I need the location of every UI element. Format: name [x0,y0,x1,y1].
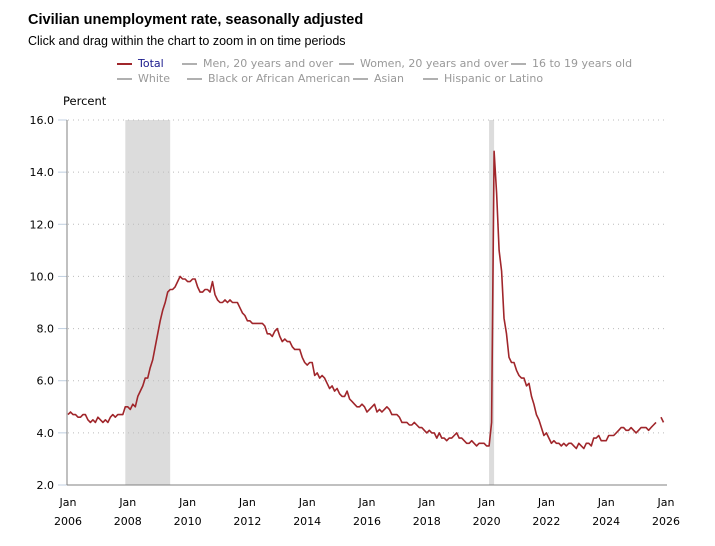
y-tick-label: 10.0 [30,270,55,283]
x-tick-year: 2016 [353,515,381,528]
legend-row-1: Total Men, 20 years and over Women, 20 y… [117,57,677,72]
legend-line-icon [423,77,438,80]
y-tick-label: 8.0 [37,323,55,336]
recession-band [125,120,171,485]
legend-item-asian[interactable]: Asian [353,72,404,85]
legend-line-icon [353,77,368,80]
y-tick-label: 2.0 [37,479,55,492]
legend-label: Black or African American [208,72,351,85]
legend-item-hispanic[interactable]: Hispanic or Latino [423,72,543,85]
x-tick-year: 2012 [233,515,261,528]
x-tick-month: Jan [597,496,615,509]
legend-item-16-to-19[interactable]: 16 to 19 years old [511,57,632,70]
y-tick-label: 6.0 [37,375,55,388]
x-tick-month: Jan [477,496,495,509]
x-tick-year: 2018 [413,515,441,528]
y-tick-label: 16.0 [30,114,55,127]
series-line [660,416,665,423]
legend-row-2: White Black or African American Asian Hi… [117,72,677,87]
y-axis-label: Percent [63,94,107,108]
x-axis-ticks: Jan 2006 Jan 2008 Jan 2010 Jan 2012 Jan 2014 Jan 20… [54,496,680,528]
legend-label: Asian [374,72,405,85]
x-tick-year: 2022 [532,515,560,528]
x-tick-year: 2006 [54,515,82,528]
legend-label: Hispanic or Latino [444,72,544,85]
x-tick-month: Jan [417,496,435,509]
x-tick-month: Jan [59,496,77,509]
legend-label: 16 to 19 years old [532,57,633,70]
legend-item-white[interactable]: White [117,72,170,85]
y-axis-ticks: 16.0 14.0 12.0 10.0 8.0 6.0 4.0 2.0 [30,114,67,492]
series-total [67,150,665,450]
legend-label: Total [138,57,164,70]
legend-line-icon [182,62,197,65]
x-tick-month: Jan [358,496,376,509]
x-tick-month: Jan [298,496,316,509]
x-tick-year: 2010 [174,515,202,528]
y-tick-label: 14.0 [30,166,55,179]
legend-item-black[interactable]: Black or African American [187,72,350,85]
recession-bands [125,120,495,485]
legend-item-men-20-over[interactable]: Men, 20 years and over [182,57,333,70]
legend-line-icon [187,77,202,80]
legend-line-icon [117,77,132,80]
x-tick-year: 2026 [652,515,680,528]
chart-subtitle: Click and drag within the chart to zoom … [28,34,346,48]
legend-line-icon [339,62,354,65]
legend-label: White [138,72,170,85]
x-tick-month: Jan [118,496,136,509]
legend: Total Men, 20 years and over Women, 20 y… [117,57,677,87]
x-tick-month: Jan [178,496,196,509]
x-tick-year: 2020 [473,515,501,528]
x-tick-year: 2024 [592,515,620,528]
legend-label: Men, 20 years and over [203,57,334,70]
legend-item-women-20-over[interactable]: Women, 20 years and over [339,57,508,70]
x-tick-month: Jan [537,496,555,509]
y-tick-label: 12.0 [30,218,55,231]
x-tick-year: 2008 [114,515,142,528]
legend-item-total[interactable]: Total [117,57,164,70]
x-tick-month: Jan [238,496,256,509]
legend-label: Women, 20 years and over [360,57,509,70]
legend-line-icon [511,62,526,65]
x-tick-year: 2014 [293,515,321,528]
legend-line-icon [117,62,132,65]
y-tick-label: 4.0 [37,427,55,440]
series-line [67,150,657,450]
recession-band [489,120,495,485]
chart-title: Civilian unemployment rate, seasonally a… [28,12,364,28]
x-tick-month: Jan [657,496,675,509]
